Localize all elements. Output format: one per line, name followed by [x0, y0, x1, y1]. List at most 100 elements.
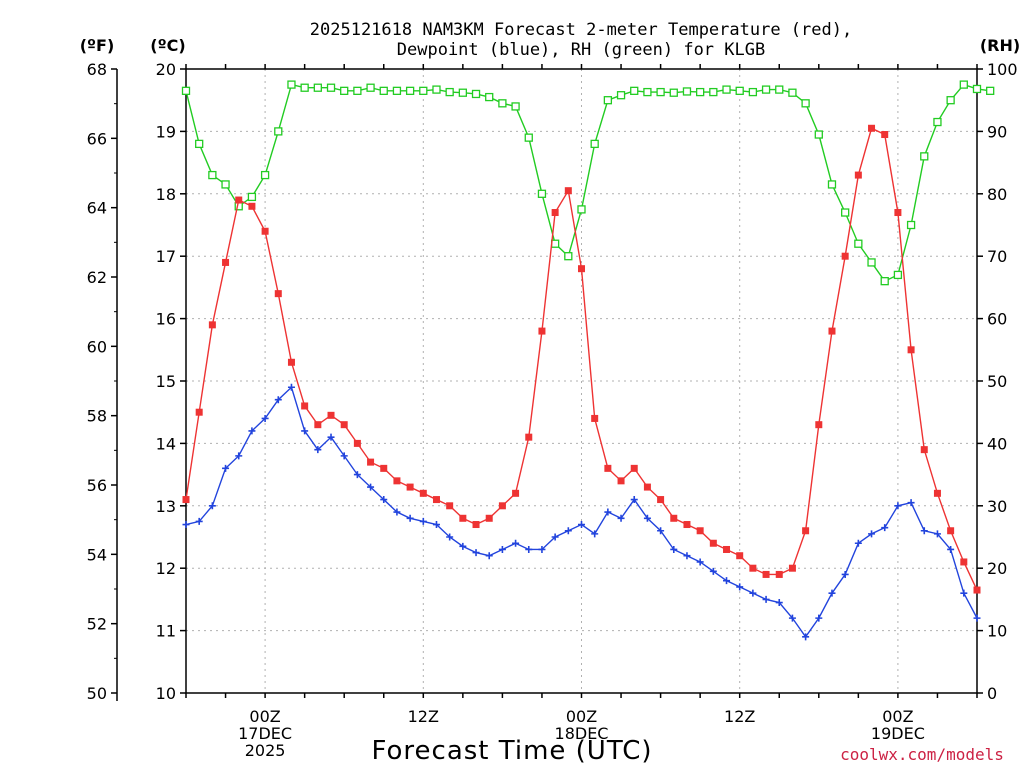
rh-point [748, 87, 758, 97]
rh-point [498, 99, 507, 108]
dewpoint-point [723, 577, 731, 585]
fahrenheit-tick-label: 50 [87, 684, 107, 703]
rh-tick-label: 80 [987, 185, 1007, 204]
dewpoint-point [894, 502, 902, 510]
x-tick-label: 00Z [882, 707, 913, 726]
temperature-point [775, 570, 783, 578]
celsius-tick-label: 15 [156, 372, 176, 391]
temperature-point [907, 346, 915, 354]
dewpoint-point [182, 521, 190, 529]
celsius-tick-label: 19 [156, 122, 176, 141]
temperature-point [195, 408, 203, 416]
dewpoint-point [630, 496, 638, 504]
dewpoint-point [551, 533, 559, 541]
data-series [181, 80, 995, 641]
dewpoint-point [564, 527, 572, 535]
dewpoint-point [907, 499, 915, 507]
temperature-point [736, 552, 744, 560]
rh-point [867, 258, 876, 267]
rh-point [933, 117, 942, 127]
dewpoint-point [683, 552, 691, 560]
temperature-point [696, 527, 704, 535]
dewpoint-point [709, 567, 717, 575]
temperature-point [472, 521, 480, 529]
celsius-tick-label: 18 [156, 185, 176, 204]
dewpoint-point [380, 496, 388, 504]
dewpoint-point [578, 521, 585, 529]
dewpoint-point [235, 452, 243, 460]
rh-point [893, 270, 903, 280]
rh-point [577, 205, 586, 214]
rh-point [274, 127, 283, 136]
fahrenheit-unit-label: (ºF) [80, 36, 115, 55]
dewpoint-point [512, 539, 520, 547]
chart-title-line1: 2025121618 NAM3KM Forecast 2-meter Tempe… [310, 20, 852, 40]
x-tick-label: 12Z [724, 707, 755, 726]
chart-title-line2: Dewpoint (blue), RH (green) for KLGB [397, 40, 765, 60]
rh-tick-label: 30 [987, 497, 1007, 516]
dewpoint-point [472, 549, 480, 557]
temperature-point [287, 358, 295, 366]
dewpoint-point [195, 517, 203, 525]
temperature-point [551, 209, 559, 217]
rh-point [946, 96, 955, 105]
x-tick-label: 18DEC [555, 724, 609, 743]
rh-point [326, 83, 336, 92]
dewpoint-point [696, 558, 704, 566]
rh-tick-label: 40 [987, 434, 1007, 453]
fahrenheit-tick-label: 62 [87, 268, 107, 287]
dewpoint-point [828, 589, 836, 597]
x-tick-label: 00Z [566, 707, 597, 726]
dewpoint-point [920, 527, 928, 535]
fahrenheit-tick-label: 60 [87, 337, 107, 356]
rh-point [827, 180, 837, 189]
axes: 50 52 54 56 58 60 62 64 66 68 10 11 12 13 14 15 16 17 18 19… [87, 60, 1018, 703]
dewpoint-point [815, 614, 823, 622]
rh-point [419, 86, 428, 95]
rh-point [775, 85, 784, 94]
dewpoint-point [406, 514, 414, 522]
temperature-point [749, 564, 757, 572]
rh-point [353, 86, 362, 95]
dewpoint-point [657, 527, 665, 535]
temperature-point [617, 477, 625, 485]
temperature-point [208, 321, 216, 329]
dewpoint-point [643, 514, 651, 522]
dewpoint-point [274, 396, 282, 404]
temperature-point [327, 411, 335, 419]
temperature-point [630, 464, 638, 472]
rh-point [590, 139, 599, 149]
rh-point [696, 87, 705, 97]
rh-tick-label: 0 [987, 684, 997, 703]
rh-tick-label: 60 [987, 310, 1007, 329]
temperature-point [788, 564, 796, 572]
rh-point [550, 239, 560, 248]
temperature-point [538, 327, 546, 335]
temperature-point [578, 265, 585, 273]
rh-point [458, 88, 468, 97]
temperature-point [459, 514, 467, 522]
fahrenheit-tick-label: 66 [87, 129, 107, 148]
dewpoint-point [538, 545, 546, 553]
rh-point [221, 180, 230, 189]
temperature-point [406, 483, 414, 491]
rh-point [669, 88, 678, 97]
rh-point [880, 277, 889, 286]
rh-point [445, 87, 454, 97]
temperature-point [340, 421, 348, 429]
rh-point [788, 88, 797, 97]
dewpoint-point [604, 508, 612, 516]
temperature-point [261, 227, 269, 235]
dewpoint-point [222, 464, 230, 472]
celsius-tick-label: 20 [156, 60, 176, 79]
rh-point [195, 139, 204, 149]
fahrenheit-tick-label: 68 [87, 60, 107, 79]
dewpoint-point [498, 545, 506, 553]
rh-point [986, 86, 995, 95]
x-tick-label: 17DEC [238, 724, 292, 743]
temperature-point [353, 439, 361, 447]
rh-point [709, 87, 718, 97]
rh-point [247, 192, 257, 202]
temperature-point [973, 586, 981, 594]
